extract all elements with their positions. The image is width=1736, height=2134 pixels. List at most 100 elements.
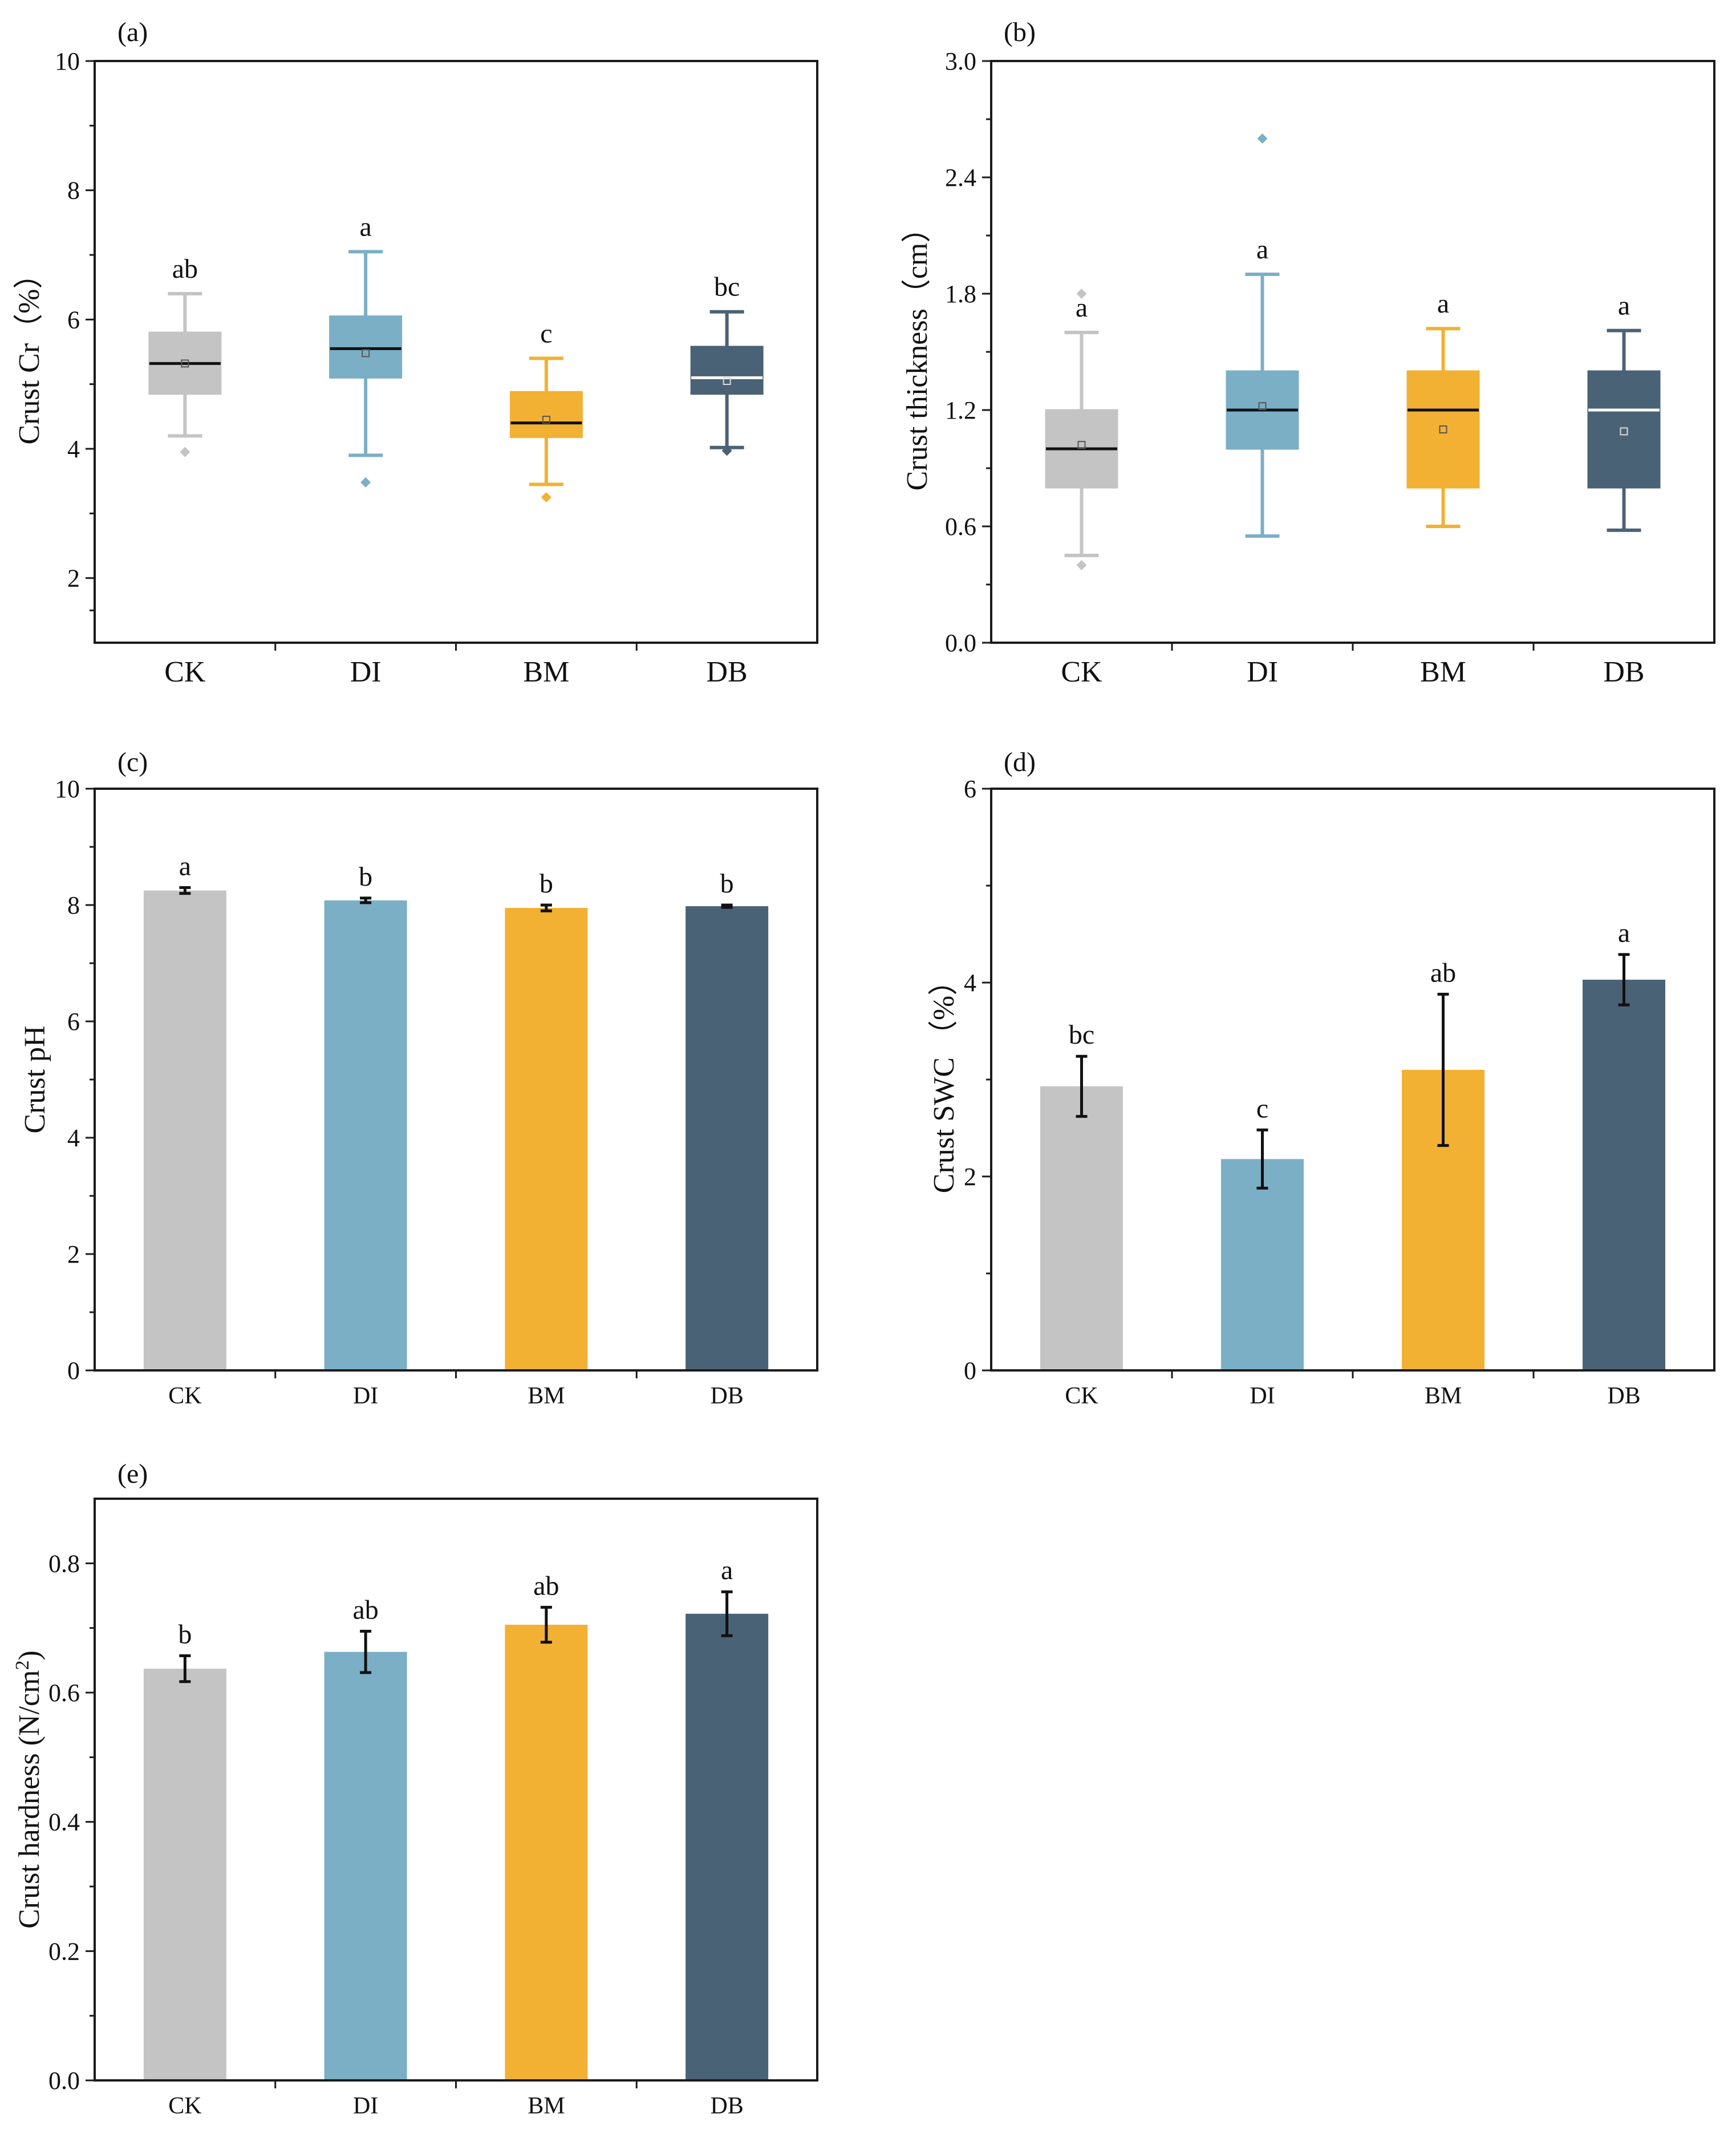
sig-letter: b <box>359 862 372 892</box>
box-DB <box>690 346 764 395</box>
sig-letter: a <box>359 212 371 242</box>
x-tick-label: CK <box>164 656 206 688</box>
outlier-point <box>721 445 732 456</box>
y-tick-label: 0.2 <box>48 1937 80 1965</box>
y-tick-label: 0 <box>67 1357 80 1385</box>
y-axis-title-end: ) <box>13 1650 46 1660</box>
sig-letter: ab <box>352 1595 378 1625</box>
x-tick-label: CK <box>168 1383 201 1409</box>
plot-frame <box>990 60 1715 644</box>
x-tick-label: DB <box>1607 1383 1640 1409</box>
y-tick-label: 2 <box>964 1163 976 1191</box>
panel-b: 0.0 0.6 1.2 1.8 2.4 3.0 CK DI BM DB a a a a (b) Crust t… <box>901 17 1715 688</box>
panel-label: (d) <box>1004 747 1036 777</box>
x-tick-label: DB <box>1603 656 1644 688</box>
bar-CK <box>143 890 226 1370</box>
x-tick-label: DI <box>350 656 382 688</box>
bar-DB <box>686 906 769 1370</box>
sig-letter: a <box>179 851 191 881</box>
bar-BM <box>505 1625 588 2080</box>
plot-frame <box>990 788 1715 1372</box>
x-tick-label: DB <box>710 2093 743 2119</box>
sig-letter: a <box>1618 291 1630 321</box>
mean-marker <box>542 416 550 424</box>
outlier-point <box>541 492 551 502</box>
outlier-point <box>360 477 371 488</box>
box-DB <box>1587 370 1661 489</box>
y-axis-title: Crust hardness (N/cm2) <box>12 1650 46 1929</box>
bar-DI <box>324 1652 407 2080</box>
y-tick-label: 8 <box>67 177 80 205</box>
sig-letter: a <box>1437 289 1449 319</box>
x-tick-label: BM <box>523 656 569 688</box>
bar-DB <box>686 1613 769 2080</box>
y-tick-label: 1.2 <box>945 396 976 424</box>
y-tick-label: 0.0 <box>945 629 976 657</box>
panel-label: (b) <box>1004 17 1036 47</box>
box-BM <box>1406 370 1480 489</box>
y-tick-label: 0 <box>964 1357 976 1385</box>
panel-c: 0 2 4 6 8 10 CK DI BM DB a b b b (c) Crust pH <box>19 747 818 1409</box>
outlier-point <box>1076 560 1087 570</box>
x-tick-label: DB <box>710 1383 743 1409</box>
mean-marker <box>362 349 370 358</box>
y-tick-label: 2 <box>67 565 80 593</box>
sig-letter: a <box>721 1555 733 1585</box>
outlier-point <box>1257 133 1268 144</box>
y-tick-label: 8 <box>67 891 80 919</box>
y-tick-label: 0.6 <box>945 513 976 541</box>
y-axis-title: Crust pH <box>19 1025 51 1133</box>
bar-DB <box>1583 979 1665 1370</box>
y-tick-label: 4 <box>67 1124 80 1152</box>
x-tick-label: DB <box>707 656 748 688</box>
y-tick-label: 2 <box>67 1240 80 1268</box>
bar-BM <box>505 908 588 1370</box>
plot-frame <box>94 788 818 1372</box>
bar-CK <box>1040 1086 1123 1370</box>
y-tick-label: 2.4 <box>945 164 976 192</box>
panel-label: (c) <box>117 747 148 777</box>
y-axis-title: Crust Cr（%） <box>13 259 46 444</box>
y-tick-label: 6 <box>67 1008 80 1036</box>
y-tick-label: 0.4 <box>48 1808 80 1836</box>
x-tick-label: DI <box>353 2093 378 2119</box>
y-tick-label: 4 <box>964 969 976 997</box>
panel-label: (e) <box>117 1459 148 1489</box>
sig-letter: ab <box>1430 958 1456 988</box>
y-tick-label: 6 <box>67 306 80 334</box>
box-BM <box>509 391 583 439</box>
sig-letter: b <box>720 869 734 899</box>
y-axis-title: Crust SWC （%） <box>928 966 960 1194</box>
sig-letter: c <box>540 318 552 348</box>
y-tick-label: 4 <box>67 435 80 463</box>
sig-letter: b <box>540 869 553 899</box>
x-tick-label: DI <box>1247 656 1278 688</box>
sig-letter: a <box>1076 293 1088 323</box>
bar-DI <box>324 900 407 1370</box>
panel-e: 0.0 0.2 0.4 0.6 0.8 CK DI BM DB b ab ab a (e) Crust ha… <box>12 1459 818 2119</box>
x-tick-label: BM <box>1425 1383 1462 1409</box>
x-tick-label: BM <box>528 1383 565 1409</box>
sig-letter: bc <box>1069 1020 1094 1050</box>
y-tick-label: 0.8 <box>48 1549 80 1577</box>
sig-letter: b <box>178 1619 192 1649</box>
sig-letter: a <box>1256 234 1268 265</box>
sig-letter: a <box>1618 918 1630 948</box>
x-tick-label: CK <box>168 2093 201 2119</box>
plot-frame <box>94 1498 818 2082</box>
y-axis-title: Crust thickness（cm） <box>901 213 934 491</box>
x-tick-label: BM <box>528 2093 565 2119</box>
mean-marker <box>723 377 731 385</box>
y-tick-label: 3.0 <box>945 47 976 75</box>
mean-marker <box>1077 441 1086 449</box>
y-tick-label: 0.0 <box>48 2067 80 2095</box>
panel-label: (a) <box>117 17 148 47</box>
mean-marker <box>181 359 189 368</box>
mean-marker <box>1620 427 1628 436</box>
y-axis-title-superscript: 2 <box>12 1660 33 1670</box>
plot-frame <box>94 60 818 644</box>
panel-a: 2 4 6 8 10 CK DI BM DB ab a c bc (a) Crust Cr（%） <box>13 17 818 688</box>
x-tick-label: CK <box>1065 1383 1098 1409</box>
y-tick-label: 0.6 <box>48 1679 80 1707</box>
